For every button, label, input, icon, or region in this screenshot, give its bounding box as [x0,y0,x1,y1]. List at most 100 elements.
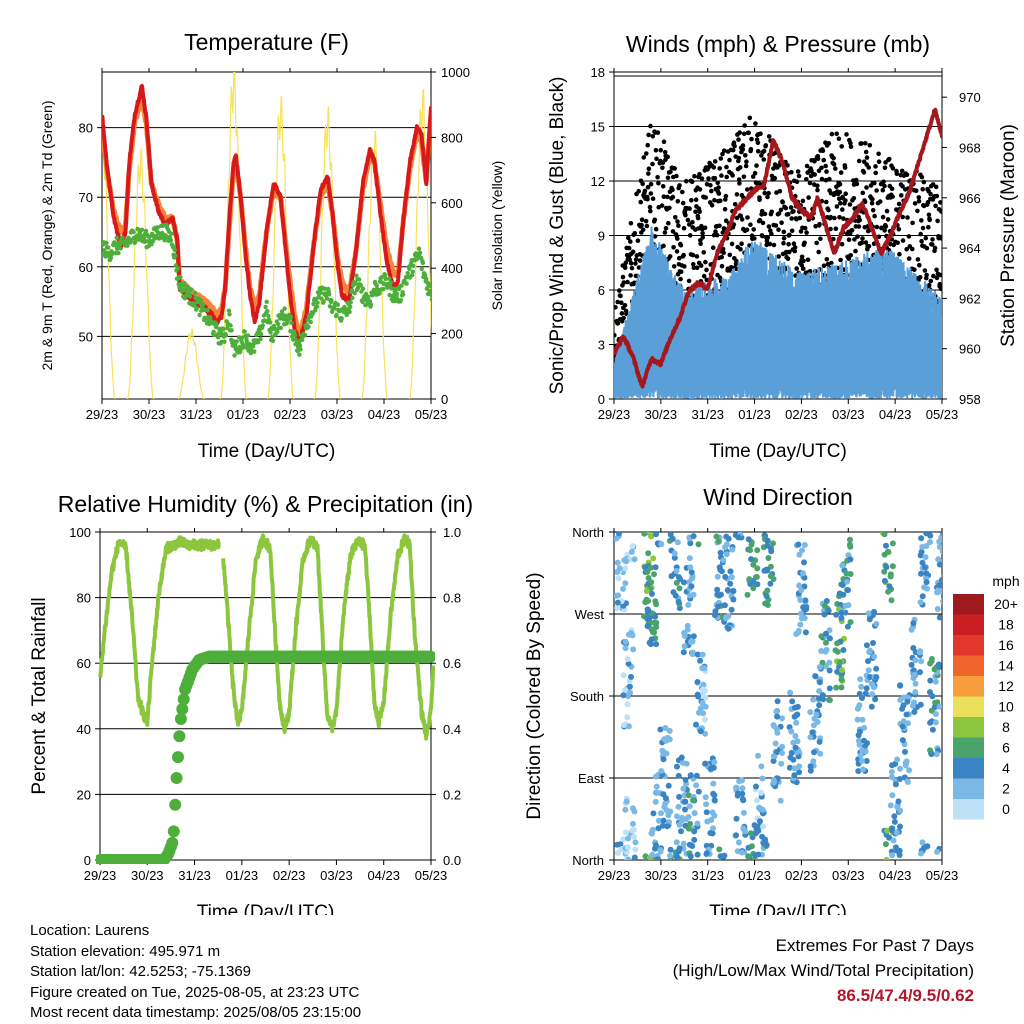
gust-point [689,179,695,184]
wind-direction-point [906,767,913,774]
gust-point [723,218,729,223]
wind-direction-point [870,640,876,646]
gust-point [874,188,879,193]
wind-direction-point [729,546,736,553]
panel-4: 29/23 30/23 31/23 01/23 02/23 03/23 04/23 05/23 [598,528,984,883]
wind-direction-point [883,856,890,860]
dewpoint-point [368,302,374,307]
gust-point [665,194,670,200]
wind-direction-point [897,682,903,689]
gust-point [636,265,642,270]
legend-label: 16 [998,637,1014,653]
gust-point [805,257,811,263]
wind-direction-point [888,597,895,604]
wind-direction-point [918,535,925,542]
wind-direction-point [911,709,918,715]
gust-point [874,224,880,230]
gust-point [665,154,670,160]
gust-point [681,225,687,231]
gust-point [629,265,635,271]
dewpoint-point [114,235,119,240]
latlon-text: Station lat/lon: 42.5253; -75.1369 [30,963,252,980]
wind-direction-point [697,657,704,664]
gust-point [800,198,806,204]
x-tick-label: 04/23 [368,407,401,422]
y2-tick-label: 968 [959,140,981,155]
wind-direction-point [794,703,801,710]
wind-direction-point [693,772,700,779]
wind-direction-point [855,768,862,775]
wind-direction-point [867,674,874,680]
dewpoint-point [379,275,384,280]
x-tick-label: 04/23 [367,868,400,883]
x-tick-label: 03/23 [320,868,353,883]
wind-direction-point [681,798,688,805]
wind-direction-point [929,693,936,700]
wind-direction-point [641,532,648,537]
wind-direction-point [936,538,942,545]
x-tick-label: 31/23 [691,868,724,883]
wind-direction-point [652,598,659,605]
gust-point [628,273,633,278]
wind-direction-point [614,841,621,848]
wind-direction-point [934,606,941,612]
gust-point [655,130,661,135]
wind-direction-point [899,723,906,730]
wind-direction-point [689,843,696,849]
wind-direction-point [738,849,745,856]
gust-point [876,151,881,157]
wind-direction-point [798,587,805,594]
wind-direction-point [899,737,906,744]
wind-direction-point [838,676,845,683]
wind-direction-point [891,818,898,825]
dewpoint-point [394,291,400,297]
wind-direction-point [881,568,888,575]
wind-direction-point [687,540,694,547]
x-tick-label: 02/23 [274,407,307,422]
wind-direction-point [690,533,697,540]
gust-point [662,149,668,155]
gust-point [928,191,933,197]
dewpoint-point [168,238,173,243]
dewpoint-point [430,290,431,295]
gust-point [781,229,787,235]
dewpoint-point [264,299,269,304]
gust-point [906,256,912,261]
precip-point [174,713,187,725]
wind-direction-point [711,797,718,804]
gust-point [925,200,931,205]
precip-point [167,825,180,838]
dewpoint-point [175,266,180,271]
gust-point [648,123,653,129]
gust-point [915,208,920,214]
gust-point [619,300,624,306]
wind-direction-point [834,668,841,675]
y-tick-label: 80 [77,591,91,606]
gust-point [703,195,708,200]
wind-direction-point [899,705,906,712]
dewpoint-point [112,240,118,245]
legend-swatch [953,717,984,738]
wind-direction-point [694,851,701,858]
gust-point [910,246,915,252]
dewpoint-point [324,296,330,301]
dewpoint-point [282,306,287,311]
gust-point [930,237,935,242]
y2-tick-label: 0.2 [443,787,461,802]
gust-point [838,257,843,263]
wind-direction-point [893,829,900,836]
wind-direction-point [919,593,926,600]
gust-point [839,241,845,247]
wind-direction-point [711,612,718,619]
gust-point [763,143,769,148]
gust-point [648,181,654,187]
y-tick-label: 3 [598,338,605,353]
wind-direction-point [680,649,687,656]
dewpoint-point [410,269,415,274]
station-info: Location: Laurens Station elevation: 495… [30,921,361,1024]
precip-point [172,751,184,764]
legend-label: 14 [998,658,1014,674]
gust-point [721,148,727,153]
dewpoint-point [292,329,297,334]
wind-direction-point [807,734,814,741]
